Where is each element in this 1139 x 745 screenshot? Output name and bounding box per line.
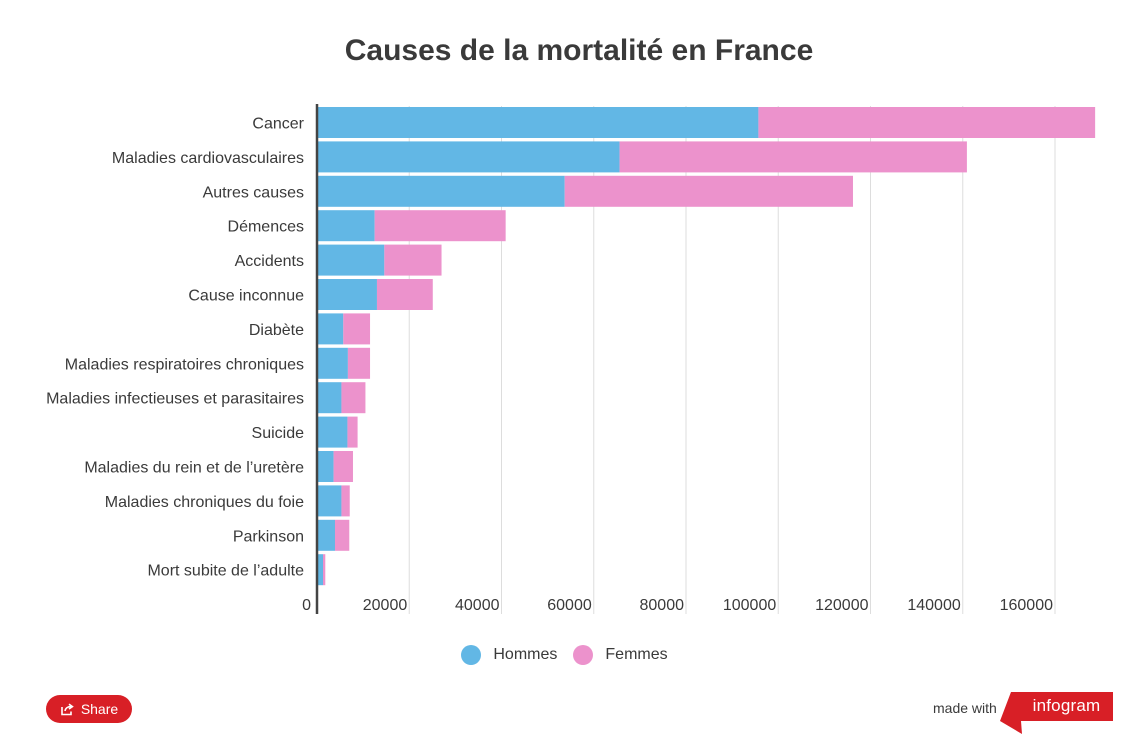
bar-hommes-1[interactable] [317, 141, 620, 173]
bar-hommes-7[interactable] [317, 347, 348, 379]
category-label: Cause inconnue [188, 288, 304, 305]
legend-swatch [461, 645, 482, 665]
bar-femmes-1[interactable] [619, 141, 967, 173]
legend-swatch [573, 645, 594, 665]
x-tick-label: 120000 [815, 597, 868, 614]
bar-hommes-13[interactable] [317, 554, 323, 586]
bar-hommes-9[interactable] [317, 416, 348, 448]
infogram-logo[interactable]: infogram [1000, 692, 1113, 734]
bar-femmes-12[interactable] [334, 519, 350, 551]
made-with-label: made with [933, 700, 997, 716]
bar-femmes-7[interactable] [347, 347, 371, 379]
x-tick-label: 80000 [640, 597, 685, 614]
infogram-brand-label: infogram [1032, 696, 1101, 715]
bar-hommes-10[interactable] [317, 451, 334, 482]
bar-femmes-10[interactable] [333, 451, 353, 482]
bar-femmes-6[interactable] [343, 313, 371, 345]
category-label: Mort subite de l’adulte [147, 563, 304, 580]
x-tick-label: 60000 [547, 597, 592, 614]
bar-hommes-11[interactable] [317, 485, 342, 517]
bar-femmes-9[interactable] [347, 416, 358, 448]
bar-femmes-8[interactable] [341, 382, 366, 414]
bar-femmes-3[interactable] [374, 210, 506, 242]
category-label: Accidents [235, 253, 304, 270]
bar-femmes-11[interactable] [341, 485, 350, 517]
bar-femmes-4[interactable] [384, 244, 442, 276]
bar-hommes-5[interactable] [317, 279, 377, 310]
category-label: Maladies cardiovasculaires [112, 150, 304, 167]
infogram-logo-shape [1000, 692, 1113, 734]
category-label: Autres causes [203, 184, 304, 201]
legend-label: Femmes [605, 646, 668, 663]
category-label: Maladies respiratoires chroniques [65, 356, 304, 373]
bar-hommes-12[interactable] [317, 519, 335, 551]
bar-femmes-0[interactable] [758, 107, 1096, 138]
x-tick-label: 160000 [1000, 597, 1053, 614]
bar-femmes-2[interactable] [564, 175, 853, 207]
bar-hommes-3[interactable] [317, 210, 375, 242]
legend-item-femmes[interactable]: Femmes [573, 645, 668, 665]
x-tick-label: 140000 [907, 597, 960, 614]
category-label: Maladies du rein et de l’uretère [84, 460, 304, 477]
share-icon [60, 703, 74, 716]
category-label: Cancer [252, 116, 304, 133]
x-tick-label: 0 [302, 597, 311, 614]
x-tick-label: 40000 [455, 597, 500, 614]
bar-hommes-2[interactable] [317, 175, 565, 207]
share-label: Share [80, 701, 119, 717]
category-label: Maladies chroniques du foie [105, 494, 304, 511]
bar-hommes-0[interactable] [317, 107, 759, 138]
bar-hommes-4[interactable] [317, 244, 385, 276]
share-button[interactable]: Share [46, 695, 132, 723]
chart-title: Causes de la mortalité en France [344, 34, 814, 67]
legend-item-hommes[interactable]: Hommes [461, 645, 557, 665]
category-label: Maladies infectieuses et parasitaires [46, 391, 304, 408]
category-label: Suicide [252, 425, 305, 442]
bar-hommes-8[interactable] [317, 382, 342, 414]
category-label: Démences [228, 219, 304, 236]
category-label: Parkinson [233, 528, 304, 545]
x-tick-label: 20000 [363, 597, 408, 614]
bar-femmes-5[interactable] [376, 279, 433, 310]
chart-legend: Hommes Femmes [0, 645, 1129, 665]
category-label: Diabète [249, 322, 304, 339]
bar-femmes-13[interactable] [322, 554, 326, 586]
bar-hommes-6[interactable] [317, 313, 344, 345]
x-tick-label: 100000 [723, 597, 776, 614]
legend-label: Hommes [493, 646, 558, 663]
